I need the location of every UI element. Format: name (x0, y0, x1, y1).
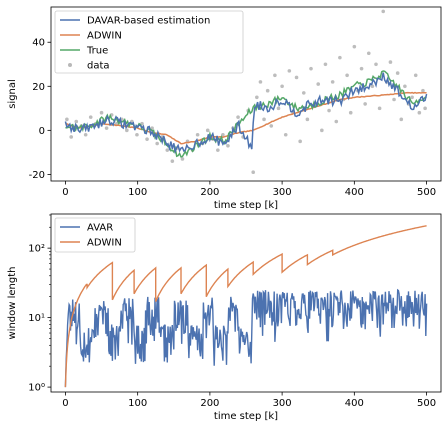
data-point (378, 107, 382, 111)
data-point (65, 118, 69, 122)
data-point (125, 129, 129, 133)
legend-marker (68, 63, 72, 67)
data-point (374, 62, 378, 66)
data-point (353, 45, 357, 49)
data-point (349, 111, 353, 115)
x-tick-label: 200 (200, 398, 219, 409)
bottom-axes-window-length: 0 100 200 300 400 500 time step [k] 10⁰ 10¹ 10² wi… (7, 214, 441, 422)
x-tick-label: 200 (200, 187, 219, 198)
y-tick-label: 20 (32, 82, 45, 93)
data-point (371, 84, 375, 88)
data-point (145, 137, 149, 141)
data-point (392, 98, 396, 102)
x-tick-label: 0 (62, 398, 68, 409)
data-point (105, 126, 109, 130)
data-point (418, 111, 422, 115)
top-axes-signal: 0 100 200 300 400 500 time step [k] -20 0 20 40 sig… (7, 7, 441, 211)
data-point (280, 84, 284, 88)
y-tick-label: 10² (28, 244, 45, 255)
data-point (236, 115, 240, 119)
data-point (327, 109, 331, 113)
data-point (410, 96, 414, 100)
legend-label: DAVAR-based estimation (87, 16, 210, 27)
data-point (345, 73, 349, 77)
data-point (171, 159, 175, 163)
data-point (89, 115, 93, 119)
y-tick-label: 10⁰ (28, 383, 45, 394)
data-point (306, 118, 310, 122)
x-tick-label: 400 (345, 398, 364, 409)
data-point (273, 73, 277, 77)
data-point (338, 56, 342, 60)
legend-label: ADWIN (87, 31, 122, 42)
data-point (196, 133, 200, 137)
data-point (259, 80, 263, 84)
data-point (288, 69, 292, 73)
x-axis-label: time step [k] (214, 411, 278, 422)
x-axis-label: time step [k] (214, 200, 278, 211)
y-tick-label: -20 (29, 170, 45, 181)
data-point (181, 157, 185, 161)
legend: AVAR ADWIN (55, 218, 135, 252)
data-point (135, 133, 139, 137)
data-point (100, 111, 104, 115)
x-tick-label: 400 (345, 187, 364, 198)
data-point (295, 76, 299, 80)
data-point (277, 107, 281, 111)
data-point (309, 67, 313, 71)
data-point (414, 73, 418, 77)
x-tick-label: 500 (417, 187, 436, 198)
data-point (367, 51, 371, 55)
data-point (399, 118, 403, 122)
data-point (316, 82, 320, 86)
data-point (284, 133, 288, 137)
series-line-avar (65, 290, 426, 387)
legend-label: True (86, 46, 108, 57)
series-line-davar-based-estimation (65, 73, 426, 152)
data-point (363, 102, 367, 106)
data-point (334, 120, 338, 124)
data-point (320, 129, 324, 133)
legend-label: data (87, 61, 110, 72)
series-line-adwin (65, 93, 426, 144)
y-tick-label: 0 (39, 126, 45, 137)
data-point (155, 142, 159, 146)
data-point (255, 96, 259, 100)
legend-label: AVAR (87, 223, 113, 234)
data-point (74, 120, 78, 124)
x-tick-label: 100 (128, 187, 147, 198)
data-point (324, 62, 328, 66)
data-point (269, 124, 273, 128)
data-point (251, 170, 255, 174)
x-tick-label: 0 (62, 187, 68, 198)
data-point (403, 84, 407, 88)
x-tick-label: 500 (417, 398, 436, 409)
y-tick-label: 40 (32, 38, 45, 49)
data-point (165, 148, 169, 152)
data-point (396, 71, 400, 75)
x-tick-label: 300 (273, 398, 292, 409)
data-point (360, 67, 364, 71)
data-point (302, 91, 306, 95)
data-point (216, 148, 220, 152)
y-axis-label: window length (7, 267, 18, 340)
data-point (266, 89, 270, 93)
data-point (423, 107, 427, 111)
legend-label: ADWIN (87, 238, 122, 249)
x-tick-label: 300 (273, 187, 292, 198)
legend: DAVAR-based estimation ADWIN True data (55, 11, 243, 73)
y-axis-label: signal (7, 79, 18, 109)
data-point (84, 133, 88, 137)
data-point (389, 60, 393, 64)
x-tick-label: 100 (128, 398, 147, 409)
y-tick-label: 10¹ (28, 313, 45, 324)
data-point (226, 144, 230, 148)
data-point (331, 80, 335, 84)
data-point (381, 10, 385, 14)
data-point (206, 129, 210, 133)
data-point (298, 140, 302, 144)
data-point (69, 135, 73, 139)
data-point (262, 118, 266, 122)
